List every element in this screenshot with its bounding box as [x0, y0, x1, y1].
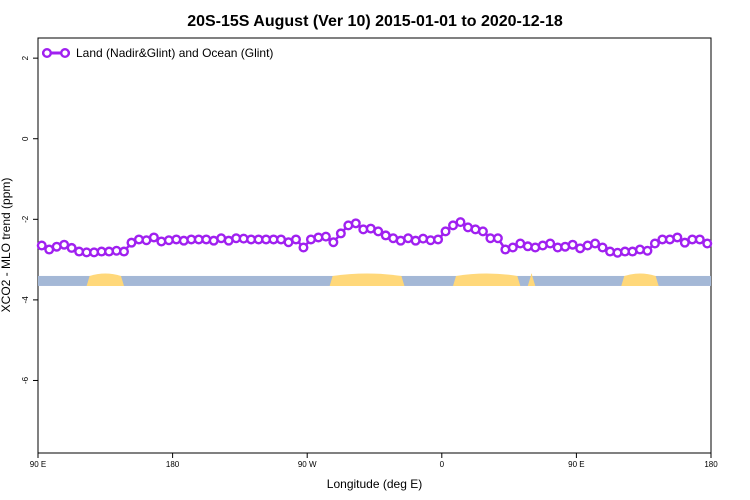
data-point	[649, 238, 660, 249]
data-point	[567, 239, 578, 250]
data-point	[455, 217, 466, 228]
data-point	[694, 234, 705, 245]
data-point	[702, 238, 713, 249]
data-point	[298, 242, 309, 253]
series-layer	[36, 217, 713, 258]
data-point	[642, 245, 653, 256]
legend: Land (Nadir&Glint) and Ocean (Glint)	[42, 46, 273, 60]
x-tick-label: 180	[166, 460, 180, 469]
data-point	[545, 238, 556, 249]
y-tick-label: 0	[21, 136, 30, 141]
x-tick-label: 90 E	[30, 460, 46, 469]
land-segment	[453, 273, 521, 286]
y-axis: 2 0 -2 -4 -6	[21, 55, 38, 384]
data-point	[335, 228, 346, 239]
data-point	[373, 226, 384, 237]
data-point	[597, 242, 608, 253]
legend-marker-left	[42, 48, 53, 59]
data-point	[507, 242, 518, 253]
data-point	[148, 232, 159, 243]
y-tick-label: -4	[21, 296, 30, 304]
data-point	[350, 218, 361, 229]
data-point	[118, 246, 129, 257]
data-point	[590, 238, 601, 249]
y-tick-label: 2	[21, 55, 30, 60]
y-axis-label: XCO2 - MLO trend (ppm)	[0, 178, 13, 313]
data-point	[440, 226, 451, 237]
x-axis-label: Longitude (deg E)	[327, 477, 422, 491]
data-point	[320, 231, 331, 242]
x-tick-label: 90 E	[568, 460, 584, 469]
y-tick-label: -6	[21, 376, 30, 384]
x-axis: 90 E 180 90 W 0 90 E 180	[30, 453, 718, 469]
x-tick-label: 0	[440, 460, 445, 469]
data-point	[433, 234, 444, 245]
land-segment	[621, 273, 659, 286]
land-segment	[329, 273, 405, 286]
data-point	[672, 232, 683, 243]
x-tick-label: 180	[704, 460, 718, 469]
data-point	[328, 237, 339, 248]
data-point	[477, 226, 488, 237]
data-point	[36, 240, 47, 251]
land-segment	[86, 273, 124, 286]
land-segment	[527, 273, 536, 286]
y-tick-label: -2	[21, 215, 30, 223]
data-point	[290, 234, 301, 245]
chart-title: 20S-15S August (Ver 10) 2015-01-01 to 20…	[187, 13, 563, 30]
legend-label: Land (Nadir&Glint) and Ocean (Glint)	[76, 46, 273, 60]
plot-frame	[37, 37, 712, 454]
data-point	[492, 233, 503, 244]
x-tick-label: 90 W	[298, 460, 317, 469]
legend-marker-right	[60, 48, 71, 59]
surface-strip	[38, 273, 711, 286]
data-point	[66, 242, 77, 253]
